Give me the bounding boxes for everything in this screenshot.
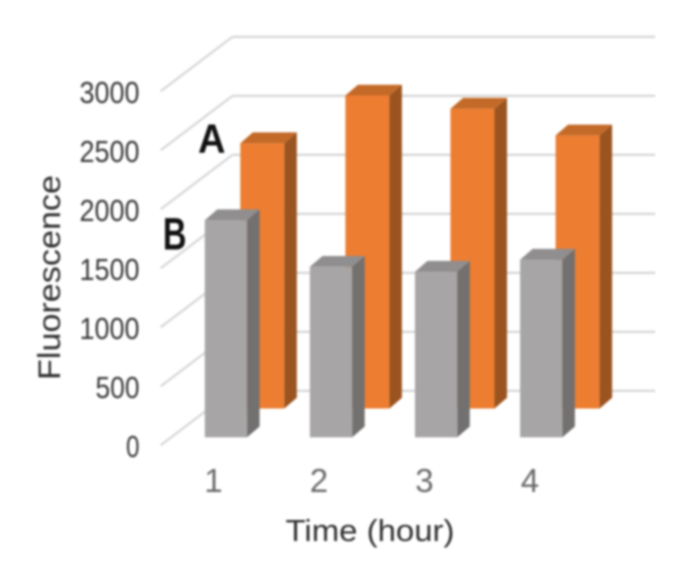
svg-text:2: 2 bbox=[310, 462, 328, 499]
svg-text:A: A bbox=[198, 115, 226, 161]
svg-text:Time (hour): Time (hour) bbox=[286, 513, 455, 548]
svg-text:1500: 1500 bbox=[80, 252, 140, 287]
svg-text:4: 4 bbox=[521, 462, 539, 499]
svg-text:Fluorescence: Fluorescence bbox=[31, 175, 67, 380]
svg-text:2000: 2000 bbox=[80, 193, 140, 228]
svg-text:0: 0 bbox=[126, 429, 140, 464]
svg-text:2500: 2500 bbox=[80, 134, 140, 169]
svg-text:500: 500 bbox=[96, 370, 140, 405]
svg-text:3000: 3000 bbox=[80, 75, 140, 110]
svg-text:1: 1 bbox=[204, 462, 222, 499]
svg-text:3: 3 bbox=[415, 462, 433, 499]
svg-text:1000: 1000 bbox=[80, 311, 140, 346]
svg-text:B: B bbox=[163, 208, 187, 259]
